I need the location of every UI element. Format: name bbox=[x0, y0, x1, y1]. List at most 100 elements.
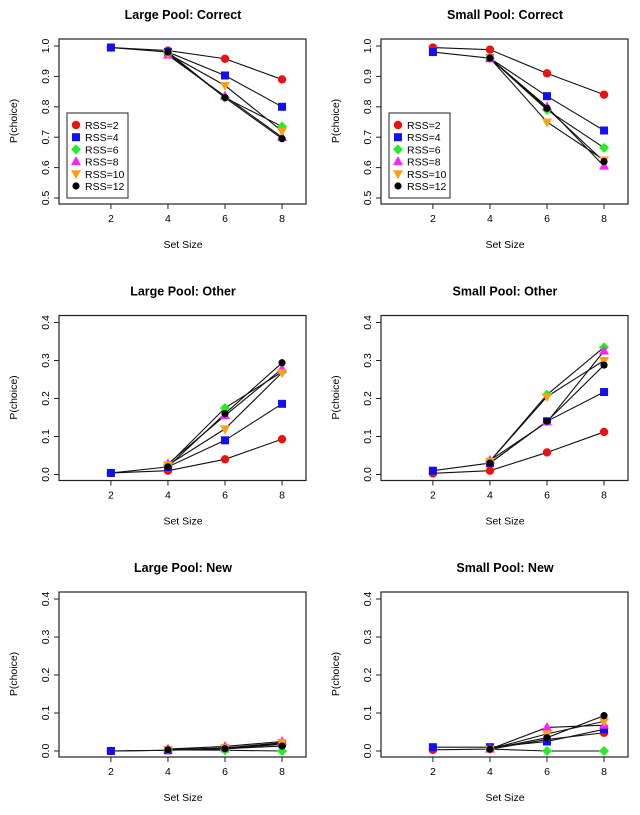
y-tick-label: 0.0 bbox=[40, 744, 52, 759]
y-axis-label: P(choice) bbox=[8, 375, 20, 419]
data-point bbox=[486, 459, 494, 467]
x-tick-label: 8 bbox=[601, 213, 607, 225]
series-line bbox=[432, 46, 605, 96]
y-tick-label: 0.8 bbox=[40, 99, 52, 114]
y-tick-label: 0.0 bbox=[362, 467, 374, 482]
series-line bbox=[489, 360, 605, 462]
data-point bbox=[277, 127, 288, 137]
x-axis-label: Set Size bbox=[485, 239, 524, 251]
data-point bbox=[428, 466, 437, 475]
x-axis-label: Set Size bbox=[485, 792, 524, 804]
y-tick-label: 0.7 bbox=[362, 130, 374, 145]
legend-label: RSS=12 bbox=[85, 181, 125, 193]
data-point bbox=[221, 410, 229, 418]
data-point bbox=[599, 345, 610, 355]
data-point bbox=[599, 90, 609, 99]
x-tick-label: 4 bbox=[487, 766, 493, 778]
y-tick-label: 0.4 bbox=[40, 315, 52, 330]
data-point bbox=[543, 734, 551, 742]
legend-marker bbox=[394, 133, 402, 142]
x-tick-label: 8 bbox=[601, 766, 607, 778]
y-tick-label: 0.1 bbox=[40, 429, 52, 444]
data-point bbox=[278, 102, 287, 111]
x-tick-label: 4 bbox=[165, 490, 171, 502]
x-tick-label: 2 bbox=[108, 213, 114, 225]
chart-title: Large Pool: Correct bbox=[125, 8, 243, 22]
data-point bbox=[220, 71, 229, 80]
legend-marker bbox=[394, 182, 402, 190]
x-tick-label: 2 bbox=[108, 766, 114, 778]
y-tick-label: 0.3 bbox=[362, 353, 374, 368]
y-tick-label: 0.4 bbox=[362, 315, 374, 330]
x-tick-label: 2 bbox=[430, 213, 436, 225]
x-tick-label: 8 bbox=[601, 490, 607, 502]
y-tick-label: 1.0 bbox=[40, 39, 52, 54]
data-point bbox=[428, 743, 437, 752]
chart-title: Small Pool: Correct bbox=[447, 8, 564, 22]
x-axis-label: Set Size bbox=[163, 792, 202, 804]
x-tick-label: 6 bbox=[222, 213, 228, 225]
legend-marker bbox=[71, 120, 81, 130]
data-point bbox=[600, 157, 608, 166]
data-point bbox=[106, 468, 115, 477]
x-tick-label: 6 bbox=[544, 490, 550, 502]
data-point bbox=[164, 48, 172, 56]
y-tick-label: 0.9 bbox=[40, 69, 52, 84]
data-point bbox=[219, 425, 230, 435]
data-point bbox=[278, 742, 286, 750]
legend-label: RSS=12 bbox=[407, 181, 447, 193]
y-tick-label: 0.3 bbox=[362, 630, 374, 645]
x-tick-label: 4 bbox=[165, 766, 171, 778]
chart-panel: Large Pool: Correct 0.5 0.6 0.7 0.8 0.9 1.0 2 4 6… bbox=[8, 8, 307, 251]
data-point bbox=[600, 712, 608, 720]
legend-label: RSS=4 bbox=[85, 132, 119, 144]
data-point bbox=[485, 466, 495, 475]
plot-frame bbox=[380, 38, 629, 205]
y-tick-label: 0.8 bbox=[362, 99, 374, 114]
x-tick-label: 8 bbox=[279, 766, 285, 778]
data-point bbox=[278, 359, 286, 367]
y-tick-label: 0.3 bbox=[40, 630, 52, 645]
data-point bbox=[220, 54, 230, 63]
y-tick-label: 0.6 bbox=[40, 160, 52, 175]
y-tick-label: 0.2 bbox=[362, 391, 374, 406]
y-tick-label: 1.0 bbox=[362, 39, 374, 54]
legend-label: RSS=6 bbox=[85, 144, 119, 156]
y-tick-label: 0.0 bbox=[362, 744, 374, 759]
data-point bbox=[221, 94, 229, 102]
data-point bbox=[278, 135, 286, 143]
x-tick-label: 4 bbox=[165, 213, 171, 225]
series-line bbox=[432, 728, 605, 748]
series-line bbox=[110, 438, 283, 474]
y-tick-label: 0.0 bbox=[40, 467, 52, 482]
legend-marker bbox=[71, 170, 81, 180]
y-tick-label: 0.6 bbox=[362, 160, 374, 175]
series-line bbox=[489, 346, 605, 462]
series-line bbox=[432, 51, 605, 131]
data-point bbox=[106, 43, 115, 52]
legend-marker bbox=[393, 170, 403, 180]
data-point bbox=[542, 92, 551, 101]
legend-marker bbox=[71, 156, 81, 166]
data-point bbox=[486, 745, 494, 753]
data-point bbox=[599, 142, 610, 153]
y-axis-label: P(choice) bbox=[330, 375, 342, 419]
x-tick-label: 2 bbox=[108, 490, 114, 502]
data-point bbox=[485, 45, 495, 54]
y-tick-label: 0.2 bbox=[40, 668, 52, 683]
legend-marker bbox=[393, 120, 403, 130]
data-point bbox=[278, 399, 287, 408]
y-tick-label: 0.4 bbox=[362, 592, 374, 607]
legend-label: RSS=4 bbox=[407, 132, 441, 144]
legend-label: RSS=10 bbox=[407, 169, 447, 181]
data-point bbox=[600, 725, 609, 734]
x-tick-label: 4 bbox=[487, 490, 493, 502]
x-tick-label: 2 bbox=[430, 766, 436, 778]
legend-label: RSS=2 bbox=[407, 120, 441, 132]
series-line bbox=[489, 350, 605, 461]
chart-title: Small Pool: New bbox=[456, 561, 554, 575]
series-line bbox=[110, 46, 283, 108]
y-tick-label: 0.5 bbox=[362, 191, 374, 206]
